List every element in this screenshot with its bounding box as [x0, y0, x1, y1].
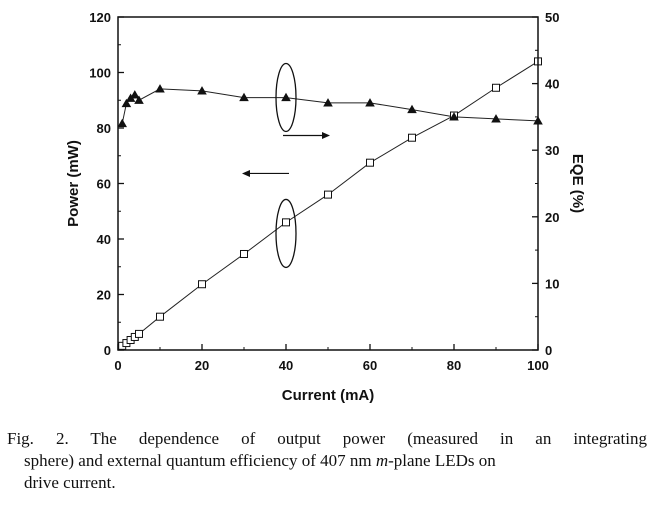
data-point-triangle: [239, 92, 249, 102]
data-point-square: [492, 83, 500, 92]
y-tick-label: 40: [97, 232, 111, 247]
y-tick-label: 20: [97, 288, 111, 303]
data-point-square: [366, 158, 374, 167]
caption-line-2-text: sphere) and external quantum efficiency …: [24, 451, 376, 470]
data-point-triangle: [365, 98, 375, 107]
y2-tick-label: 30: [545, 143, 559, 158]
annotations: [242, 62, 330, 269]
figure-caption: Fig. 2. The dependence of output power (…: [7, 428, 647, 494]
data-point-triangle: [323, 98, 333, 107]
annotation-arrow-head: [242, 169, 250, 177]
y-tick-label: 60: [97, 177, 111, 192]
annotation-ellipse: [275, 62, 297, 133]
y2-axis-title: EQE (%): [569, 154, 586, 213]
y2-tick-label: 10: [545, 276, 559, 291]
data-point-triangle: [155, 84, 165, 93]
y-axis-title: Power (mW): [65, 140, 82, 227]
y-tick-label: 100: [89, 66, 111, 81]
data-point-triangle: [491, 114, 501, 123]
x-axis-title: Current (mA): [282, 387, 375, 404]
data-point-square: [156, 312, 164, 321]
data-point-square: [135, 329, 143, 338]
data-point-square: [324, 190, 332, 199]
data-point-triangle: [281, 92, 291, 102]
y-tick-label: 80: [97, 121, 111, 136]
x-tick-label: 60: [363, 358, 377, 373]
annotation-ellipse: [275, 198, 297, 269]
data-point-square: [282, 218, 290, 227]
data-point-triangle: [407, 104, 417, 114]
caption-line-2-end: -plane LEDs on: [388, 451, 496, 470]
caption-line-2: sphere) and external quantum efficiency …: [7, 450, 647, 472]
y2-tick-label: 50: [545, 10, 559, 25]
data-point-square: [408, 133, 416, 142]
y-tick-label: 0: [104, 343, 111, 358]
y2-tick-label: 40: [545, 77, 559, 92]
data-point-triangle: [117, 118, 127, 128]
caption-line-1: Fig. 2. The dependence of output power (…: [7, 429, 647, 448]
x-tick-label: 0: [114, 358, 121, 373]
data-point-triangle: [121, 98, 132, 108]
y2-tick-label: 0: [545, 343, 552, 358]
data-point-triangle: [130, 90, 140, 99]
data-point-triangle: [449, 112, 459, 121]
data-point-triangle: [134, 95, 144, 104]
x-tick-label: 40: [279, 358, 293, 373]
data-point-square: [198, 280, 206, 289]
x-tick-label: 100: [527, 358, 549, 373]
y2-tick-label: 20: [545, 210, 559, 225]
data-point-triangle: [197, 86, 207, 95]
caption-italic-m: m: [375, 451, 389, 470]
data-point-square: [240, 249, 248, 258]
markers: [117, 57, 543, 350]
x-tick-label: 80: [447, 358, 461, 373]
y-tick-label: 120: [89, 10, 111, 25]
annotation-arrow-head: [322, 131, 330, 139]
caption-line-3: drive current.: [24, 473, 116, 492]
ticks: [117, 16, 539, 351]
x-tick-label: 20: [195, 358, 209, 373]
